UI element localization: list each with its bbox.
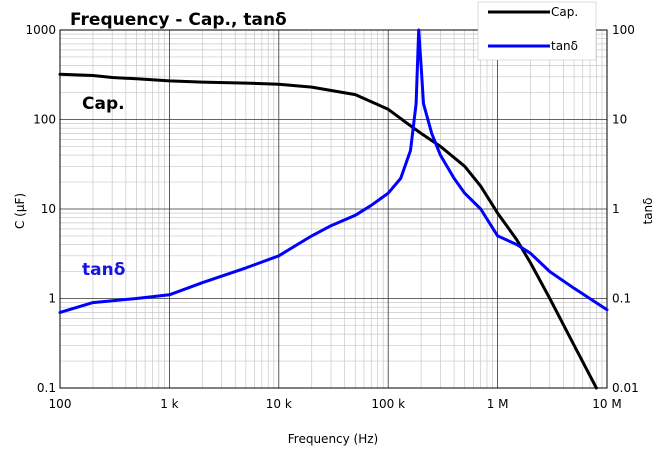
x-tick-labels: 100 1 k 10 k 100 k 1 M 10 M	[49, 397, 622, 411]
y-tick-label-right: 10	[612, 113, 627, 127]
x-tick-label: 10 M	[592, 397, 621, 411]
x-tick-label: 10 k	[266, 397, 292, 411]
y-tick-label-right: 0.01	[612, 381, 639, 395]
x-tick-label: 100 k	[371, 397, 405, 411]
series-line-tand	[58, 28, 609, 314]
y-axis-title-right: tanδ	[641, 197, 655, 224]
y-tick-label-right: 1	[612, 202, 620, 216]
plot-frame	[59, 29, 608, 389]
chart-title: Frequency - Cap., tanδ	[70, 10, 287, 30]
x-axis-title: Frequency (Hz)	[288, 432, 379, 446]
y-tick-label-left: 0.1	[37, 381, 56, 395]
x-tick-label: 100	[49, 397, 72, 411]
y-tick-label-left: 1000	[25, 23, 56, 37]
y-tick-label-left: 100	[33, 113, 56, 127]
y-tick-labels-left: 0.1 1 10 100 1000	[25, 23, 56, 395]
y-tick-label-right: 100	[612, 23, 635, 37]
series-line-cap	[58, 72, 598, 390]
legend-label-cap: Cap.	[551, 5, 578, 19]
x-tick-label: 1 k	[160, 397, 178, 411]
annotation-tand: tanδ	[82, 260, 125, 280]
annotation-cap: Cap.	[82, 94, 125, 114]
y-axis-title-left: C (μF)	[13, 193, 27, 229]
legend-label-tand: tanδ	[551, 39, 578, 53]
legend: Cap. tanδ	[477, 1, 597, 61]
y-tick-label-left: 10	[41, 202, 56, 216]
y-tick-labels-right: 0.01 0.1 1 10 100	[612, 23, 639, 395]
grid-major	[60, 30, 607, 388]
series-layer	[58, 28, 609, 390]
x-tick-label: 1 M	[487, 397, 509, 411]
y-tick-label-left: 1	[48, 292, 56, 306]
y-tick-label-right: 0.1	[612, 292, 631, 306]
